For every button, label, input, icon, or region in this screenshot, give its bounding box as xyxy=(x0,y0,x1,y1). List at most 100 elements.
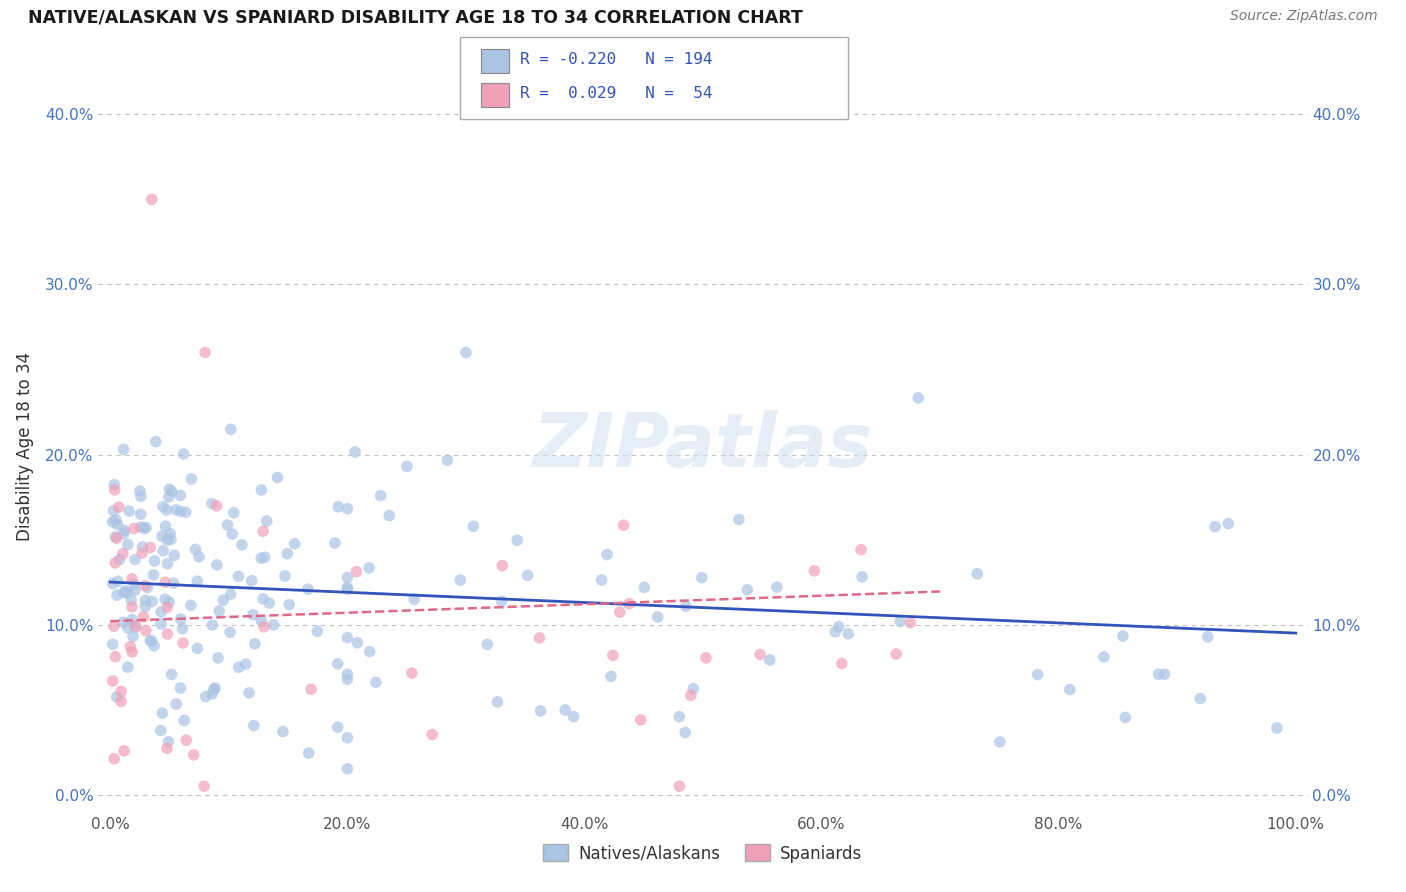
Text: R =  0.029   N =  54: R = 0.029 N = 54 xyxy=(520,87,713,101)
Point xyxy=(221,527,243,541)
Point xyxy=(828,620,851,634)
Point xyxy=(183,747,205,762)
Point xyxy=(103,477,125,491)
Point xyxy=(152,500,174,514)
Point xyxy=(157,490,180,504)
Point xyxy=(101,637,124,651)
Point xyxy=(231,538,253,552)
Point xyxy=(336,631,359,645)
Point xyxy=(141,594,163,608)
Point xyxy=(156,600,179,615)
Point xyxy=(1153,667,1175,681)
Point xyxy=(141,634,163,648)
Point xyxy=(1197,630,1219,644)
Point xyxy=(344,445,367,459)
Point xyxy=(336,731,359,745)
Text: R = -0.220   N = 194: R = -0.220 N = 194 xyxy=(520,53,713,67)
Point xyxy=(633,580,655,594)
Point xyxy=(160,533,183,547)
Point xyxy=(1112,629,1135,643)
Point xyxy=(180,472,202,486)
Point xyxy=(172,636,194,650)
Point xyxy=(120,640,142,654)
Point xyxy=(160,484,183,499)
Point xyxy=(673,725,696,739)
Point xyxy=(103,503,125,517)
Point xyxy=(1204,519,1226,533)
Point xyxy=(143,639,166,653)
Point xyxy=(271,724,294,739)
Point xyxy=(307,624,329,639)
Point xyxy=(506,533,529,548)
Point xyxy=(219,422,242,436)
Point xyxy=(142,568,165,582)
Point xyxy=(609,605,631,619)
Point xyxy=(170,612,193,626)
Point xyxy=(253,620,276,634)
Point xyxy=(103,619,125,633)
Point xyxy=(157,483,180,497)
Point xyxy=(194,690,217,704)
Point xyxy=(278,598,301,612)
Point xyxy=(201,687,224,701)
Point xyxy=(617,597,640,611)
Point xyxy=(159,526,181,541)
Point xyxy=(299,682,322,697)
Point xyxy=(117,621,139,635)
Point xyxy=(104,649,127,664)
Point xyxy=(591,573,613,587)
Point xyxy=(344,565,367,579)
Point xyxy=(219,625,242,640)
Point xyxy=(176,733,198,747)
Point xyxy=(328,500,350,514)
Point xyxy=(596,548,619,562)
Point xyxy=(336,581,359,595)
Point xyxy=(1026,667,1049,681)
Point xyxy=(449,573,471,587)
Point xyxy=(101,515,124,529)
Point xyxy=(174,505,197,519)
Point xyxy=(600,669,623,683)
Point xyxy=(889,615,911,629)
Point xyxy=(250,551,273,566)
Point xyxy=(112,615,135,629)
Point xyxy=(395,459,418,474)
Point xyxy=(668,779,690,793)
Point xyxy=(323,536,346,550)
Point xyxy=(336,501,359,516)
Point xyxy=(134,522,156,536)
Point xyxy=(162,576,184,591)
Point xyxy=(134,579,156,593)
Point xyxy=(155,519,177,533)
Point xyxy=(900,615,922,630)
Point xyxy=(907,391,929,405)
Point xyxy=(125,620,148,634)
Point xyxy=(118,504,141,518)
Point xyxy=(243,637,266,651)
Point xyxy=(204,681,226,695)
Point xyxy=(112,442,135,457)
Point xyxy=(336,673,359,687)
Point xyxy=(336,570,359,584)
Point xyxy=(554,703,576,717)
Point xyxy=(326,657,349,671)
Point xyxy=(112,585,135,599)
Point xyxy=(135,624,157,638)
Point xyxy=(132,609,155,624)
Point xyxy=(831,657,853,671)
Point xyxy=(250,614,273,628)
Point xyxy=(104,483,127,497)
Point xyxy=(152,543,174,558)
Point xyxy=(297,582,319,596)
Point xyxy=(112,526,135,541)
Point xyxy=(156,741,179,756)
Point xyxy=(110,684,132,698)
Point xyxy=(121,599,143,614)
Point xyxy=(491,594,513,608)
Point xyxy=(326,720,349,734)
Point xyxy=(173,714,195,728)
Point xyxy=(630,713,652,727)
Point xyxy=(675,599,697,614)
Point xyxy=(105,690,128,704)
Point xyxy=(184,542,207,557)
